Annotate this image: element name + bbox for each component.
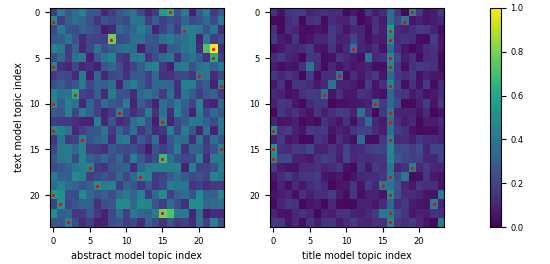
X-axis label: abstract model topic index: abstract model topic index	[72, 251, 202, 261]
X-axis label: title model topic index: title model topic index	[302, 251, 412, 261]
Y-axis label: text model topic index: text model topic index	[14, 63, 24, 172]
